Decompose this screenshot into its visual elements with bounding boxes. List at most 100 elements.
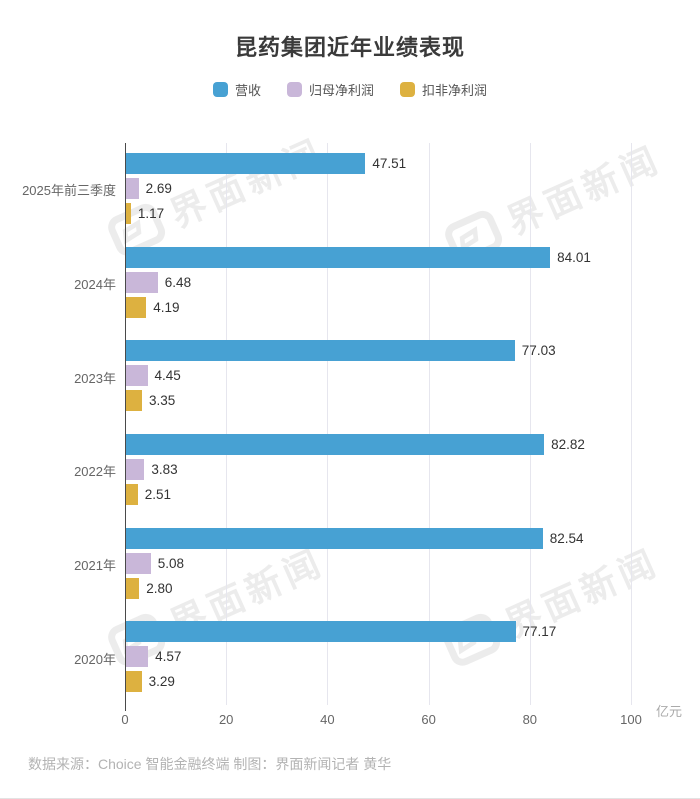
bars-cell: 82.54 5.08 2.80 [125, 518, 700, 612]
bar-row: 4.45 [125, 365, 700, 387]
category-group: 2025年前三季度 47.51 2.69 1.17 [0, 143, 700, 237]
category-group: 2020年 77.17 4.57 3.29 [0, 611, 700, 705]
bar-row: 3.35 [125, 390, 700, 412]
category-cell: 2020年 [0, 611, 125, 705]
bar-row: 3.29 [125, 671, 700, 693]
bar-value-label: 1.17 [137, 206, 165, 221]
bar-value-label: 5.08 [157, 555, 184, 571]
bar-扣非净利润 [125, 390, 142, 412]
category-group: 2021年 82.54 5.08 2.80 [0, 518, 700, 612]
category-label: 2025年前三季度 [22, 183, 116, 199]
gridline [226, 143, 228, 705]
bar-value-label: 77.17 [522, 624, 557, 640]
bar-row: 77.17 [125, 621, 700, 643]
gridline [529, 143, 531, 705]
bar-扣非净利润 [125, 577, 140, 599]
plot-area [125, 143, 632, 705]
bar-row: 6.48 [125, 271, 700, 293]
legend-label: 扣非净利润 [422, 83, 488, 98]
bars-cell: 84.01 6.48 4.19 [125, 237, 700, 331]
bars-cell: 47.51 2.69 1.17 [125, 143, 700, 237]
bar-row: 2.69 [125, 178, 700, 199]
legend-label: 营收 [234, 83, 261, 98]
legend-swatch-icon [212, 82, 228, 97]
x-tick-label: 80 [522, 712, 538, 727]
bar-扣非净利润 [125, 203, 131, 224]
bar-营收 [125, 246, 551, 268]
bar-归母净利润 [125, 178, 139, 199]
bar-value-label: 4.19 [153, 299, 180, 315]
category-cell: 2022年 [0, 424, 125, 518]
legend-item-2[interactable]: 扣非净利润 [400, 80, 487, 99]
bar-value-label: 2.51 [144, 487, 171, 503]
bar-chart: 2025年前三季度 47.51 2.69 1.17 2024年 84.01 6.48 4.19… [0, 143, 700, 711]
category-cell: 2025年前三季度 [0, 143, 125, 237]
category-cell: 2023年 [0, 330, 125, 424]
bar-row: 82.54 [125, 527, 700, 549]
legend-label: 归母净利润 [308, 83, 374, 98]
legend-swatch-icon [286, 82, 302, 97]
bar-row: 2.51 [125, 484, 700, 506]
legend-swatch-icon [400, 82, 415, 97]
bar-扣非净利润 [125, 484, 138, 506]
bar-row: 84.01 [125, 246, 700, 268]
bar-扣非净利润 [125, 671, 142, 693]
gridline [428, 143, 430, 705]
bar-归母净利润 [125, 646, 149, 668]
bar-value-label: 4.57 [155, 649, 182, 665]
category-group: 2022年 82.82 3.83 2.51 [0, 424, 700, 518]
bar-value-label: 2.69 [145, 181, 172, 196]
x-tick-label: 20 [218, 712, 234, 727]
bar-row: 47.51 [125, 153, 700, 174]
bar-value-label: 4.45 [154, 368, 181, 384]
bar-归母净利润 [125, 459, 145, 481]
bar-value-label: 2.80 [146, 580, 173, 596]
x-tick-label: 0 [121, 712, 129, 727]
bar-营收 [125, 621, 516, 643]
x-tick-label: 40 [320, 712, 335, 727]
category-cell: 2021年 [0, 518, 125, 612]
x-tick-label: 100 [620, 712, 642, 727]
bar-营收 [125, 153, 366, 174]
x-tick-label: 60 [421, 712, 436, 727]
bar-value-label: 82.82 [551, 437, 585, 453]
legend-item-0[interactable]: 营收 [212, 80, 261, 99]
category-label: 2024年 [74, 277, 116, 292]
bar-row: 4.57 [125, 646, 700, 668]
category-label: 2020年 [74, 651, 116, 667]
category-label: 2021年 [74, 558, 116, 574]
bars-cell: 77.17 4.57 3.29 [125, 611, 700, 705]
bar-营收 [125, 434, 545, 456]
bar-row: 82.82 [125, 434, 700, 456]
bar-row: 2.80 [125, 577, 700, 599]
category-cell: 2024年 [0, 237, 125, 331]
category-label: 2023年 [74, 370, 116, 386]
legend-item-1[interactable]: 归母净利润 [286, 80, 374, 99]
bar-归母净利润 [125, 271, 158, 293]
bar-扣非净利润 [125, 296, 147, 318]
source-credit: 数据来源：Choice 智能金融终端 制图：界面新闻记者 黄华 [28, 756, 392, 772]
bar-value-label: 6.48 [164, 274, 192, 290]
chart-legend: 营收 归母净利润 扣非净利润 [0, 80, 700, 99]
y-axis-line [125, 143, 126, 711]
bar-row: 77.03 [125, 340, 700, 362]
bar-value-label: 3.35 [149, 393, 176, 409]
bars-cell: 82.82 3.83 2.51 [125, 424, 700, 518]
category-group: 2023年 77.03 4.45 3.35 [0, 330, 700, 424]
bar-营收 [125, 340, 515, 362]
x-axis-unit: 亿元 [656, 704, 683, 719]
gridline [327, 143, 329, 705]
bar-value-label: 77.03 [521, 343, 556, 359]
page-title: 昆药集团近年业绩表现 [234, 35, 465, 60]
bar-row: 4.19 [125, 296, 700, 318]
bar-value-label: 47.51 [372, 156, 407, 171]
bars-cell: 77.03 4.45 3.35 [125, 330, 700, 424]
category-group: 2024年 84.01 6.48 4.19 [0, 237, 700, 331]
category-label: 2022年 [74, 464, 116, 480]
gridline [631, 143, 632, 705]
bar-row: 1.17 [125, 203, 700, 224]
bar-value-label: 3.29 [148, 674, 175, 690]
x-axis: 0 20 40 60 80 100 [0, 712, 700, 728]
bar-归母净利润 [125, 365, 148, 387]
bar-value-label: 3.83 [151, 462, 178, 478]
